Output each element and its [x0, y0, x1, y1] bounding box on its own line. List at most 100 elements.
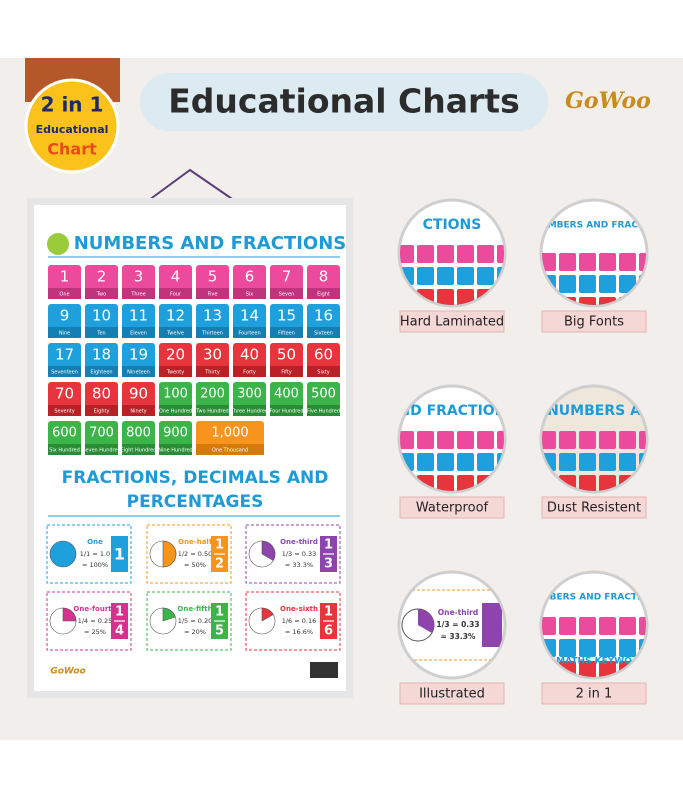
- zoom-tile: [437, 431, 454, 449]
- zoom-tile: [619, 453, 636, 471]
- tile-number: 1: [60, 268, 70, 286]
- tile-word: Eighteen: [90, 370, 112, 376]
- title-pill: [140, 73, 548, 131]
- tile-number: 3: [134, 268, 144, 286]
- card-name: One-third: [280, 538, 318, 546]
- card-name: One-half: [178, 538, 213, 546]
- zoom-tile: [639, 617, 646, 635]
- tile-word: Six: [246, 292, 254, 298]
- tile-word: Two Hundred: [195, 409, 228, 415]
- tile-strip: [270, 327, 303, 338]
- tile-strip: [159, 327, 192, 338]
- tile-word: Nineteen: [127, 370, 150, 376]
- badge-text: Educational: [36, 123, 109, 136]
- tile-strip: [122, 288, 155, 299]
- tile-strip: [233, 327, 266, 338]
- tile-strip: [196, 327, 229, 338]
- tile-word: Ninety: [130, 409, 146, 415]
- zoom-tile: [417, 453, 434, 471]
- zoom-text: CTIONS: [423, 217, 482, 233]
- zoom-tile: [599, 253, 616, 271]
- card: [46, 591, 132, 651]
- card-equation: 1/5 = 0.20: [178, 617, 213, 625]
- card-equation: 1/3 = 0.33: [282, 550, 317, 558]
- card: [245, 524, 341, 584]
- zoom-tile: [579, 431, 596, 449]
- zoom-text: NUMBERS AND FRACTIO: [533, 221, 656, 231]
- big-fraction-text: 3: [324, 557, 333, 572]
- tile-number: 15: [277, 307, 296, 325]
- zoom-tile: [400, 431, 414, 449]
- zoom-tile: [542, 617, 556, 635]
- tile-word: Fifteen: [278, 331, 295, 337]
- zoom-tile: [559, 639, 576, 657]
- feature-label-box: [399, 682, 505, 705]
- tile-word: Four Hundred: [269, 409, 303, 415]
- tile-word: Twenty: [166, 370, 185, 376]
- tile-word: Thirty: [204, 370, 220, 376]
- tile-word: Seven Hundred: [82, 448, 121, 454]
- tile-number: 60: [314, 346, 333, 364]
- card-percent: = 16.6%: [285, 628, 313, 636]
- zoom-content: NUMBERS AND FRACTIO: [533, 221, 656, 305]
- pie-slice: [261, 607, 274, 622]
- tile-number: 7: [282, 268, 292, 286]
- tile-number: 800: [126, 426, 151, 441]
- feature-label-box: [399, 310, 505, 333]
- tile-strip: [85, 327, 118, 338]
- zoom-tile: [457, 245, 474, 263]
- card-name: One-sixth: [280, 605, 318, 613]
- tile-word: Two: [96, 292, 106, 298]
- tile-word: Eight Hundred: [121, 448, 157, 454]
- tile-word: Four: [170, 292, 182, 298]
- card-percent: = 20%: [184, 628, 206, 636]
- tile-number: 9: [60, 307, 70, 325]
- zoom-text: 1/3 = 0.33: [436, 620, 479, 629]
- tile-strip: [159, 405, 192, 416]
- zoom-tile: [437, 267, 454, 285]
- card: [146, 591, 232, 651]
- card-percent: = 33.3%: [285, 561, 313, 569]
- zoom-tile: [639, 253, 646, 271]
- poster-badge: [47, 233, 69, 255]
- pie-slice: [62, 607, 77, 622]
- tile-strip: [85, 288, 118, 299]
- zoom-tile: [542, 431, 556, 449]
- big-fraction-text: 5: [215, 624, 224, 639]
- badge: [24, 78, 120, 174]
- tile-number: 11: [129, 307, 148, 325]
- big-fraction-text: 4: [115, 624, 124, 639]
- tile-word: Eighty: [94, 409, 110, 415]
- zoom-tile: [457, 431, 474, 449]
- tile-strip: [307, 288, 340, 299]
- tile-word: Seventeen: [51, 370, 78, 376]
- tile-word: Sixteen: [314, 331, 333, 337]
- tile-number: 500: [311, 387, 336, 402]
- tile-strip: [270, 366, 303, 377]
- zoom-tile: [619, 275, 636, 293]
- zoom-text: = 33.3%: [441, 632, 476, 641]
- card-name: One: [87, 538, 103, 546]
- big-fraction-text: 1: [215, 605, 224, 620]
- zoom-tile: [599, 275, 616, 293]
- tile-number: 40: [240, 346, 259, 364]
- tile-word: Eleven: [130, 331, 147, 337]
- section-title: FRACTIONS, DECIMALS AND: [62, 468, 329, 488]
- zoom-text: AND FRACTIONS: [388, 403, 517, 419]
- zoom-tile: [497, 431, 504, 449]
- tile-strip: [48, 366, 81, 377]
- card-name: One-fourth: [73, 605, 116, 613]
- zoom-text: One-third: [438, 608, 478, 617]
- tile-number: 90: [129, 385, 148, 403]
- tile-number: 5: [208, 268, 218, 286]
- tile-word: Seven: [279, 292, 294, 298]
- tile-strip: [159, 444, 192, 455]
- tile-strip: [48, 444, 81, 455]
- pie: [49, 540, 77, 568]
- zoom-tile: [559, 617, 576, 635]
- zoom-content: AND FRACTIONS: [388, 403, 517, 491]
- feature-label: 2 in 1: [576, 687, 613, 702]
- feature-label-box: [399, 496, 505, 519]
- tile-strip: [122, 444, 155, 455]
